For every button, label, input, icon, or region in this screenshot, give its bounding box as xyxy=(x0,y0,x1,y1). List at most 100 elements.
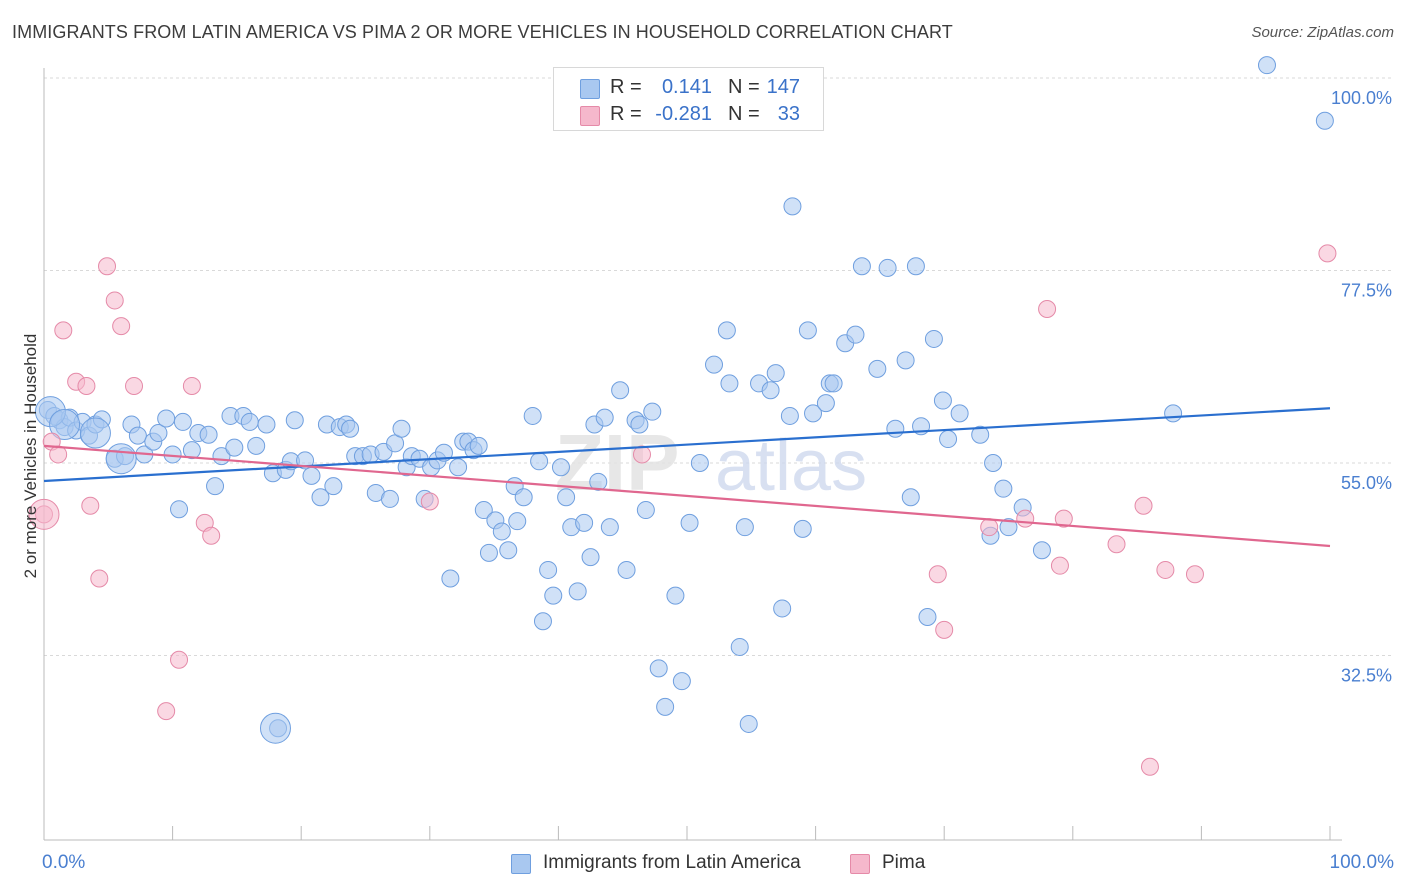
legend-n-value: 33 xyxy=(777,103,800,125)
data-point xyxy=(886,419,905,438)
data-point xyxy=(1257,56,1276,75)
data-point xyxy=(780,406,799,425)
data-point xyxy=(766,364,785,383)
legend-r-value: 0.141 xyxy=(661,76,712,98)
data-point xyxy=(533,612,552,631)
y-tick-label: 55.0% xyxy=(1341,473,1392,493)
data-point xyxy=(717,321,736,340)
series-immigrants-points xyxy=(34,56,1334,744)
trend-line xyxy=(43,407,1331,483)
data-point xyxy=(649,659,668,678)
data-point xyxy=(1185,565,1204,584)
data-point xyxy=(296,451,315,470)
x-axis-max-label: 100.0% xyxy=(1329,852,1394,873)
data-point xyxy=(98,257,117,276)
data-point xyxy=(680,513,699,532)
legend-swatch-immigrants xyxy=(580,79,600,99)
data-point xyxy=(798,321,817,340)
data-point xyxy=(568,582,587,601)
data-point xyxy=(311,488,330,507)
series-legend-label: Immigrants from Latin America xyxy=(543,852,801,873)
data-point xyxy=(846,325,865,344)
data-point xyxy=(324,477,343,496)
data-point xyxy=(804,404,823,423)
data-point-large xyxy=(105,443,137,475)
data-point xyxy=(225,438,244,457)
legend-row-pima: R = -0.281 N = 33 xyxy=(554,101,823,129)
data-point xyxy=(508,512,527,531)
watermark: ZIP atlas xyxy=(555,418,867,507)
data-point xyxy=(112,317,131,336)
axes xyxy=(43,68,1342,841)
legend-r-value: -0.281 xyxy=(655,103,712,125)
data-point xyxy=(170,500,189,519)
data-point xyxy=(933,391,952,410)
data-point xyxy=(81,496,100,515)
svg-text:ZIP: ZIP xyxy=(555,418,679,507)
data-point xyxy=(1038,300,1057,318)
data-point xyxy=(739,714,758,733)
data-point xyxy=(595,408,614,427)
data-point xyxy=(868,359,887,378)
data-point xyxy=(630,415,649,434)
data-point xyxy=(617,560,636,579)
data-point xyxy=(441,569,460,588)
data-point xyxy=(157,409,176,428)
data-point xyxy=(793,519,812,538)
data-point xyxy=(1164,404,1183,423)
series-legend-label: Pima xyxy=(882,852,926,873)
data-point-large xyxy=(79,417,111,449)
data-point xyxy=(928,565,947,584)
trend-lines xyxy=(43,407,1331,548)
y-tick-label: 32.5% xyxy=(1341,666,1392,686)
data-point xyxy=(530,452,549,471)
data-point xyxy=(971,425,990,444)
data-point xyxy=(539,560,558,579)
data-point xyxy=(170,650,189,669)
data-point xyxy=(285,411,304,430)
data-point xyxy=(247,436,266,455)
data-point xyxy=(105,291,124,310)
data-point xyxy=(575,513,594,532)
data-point xyxy=(761,381,780,400)
data-point xyxy=(924,329,943,348)
data-point xyxy=(600,518,619,537)
data-point xyxy=(474,501,493,520)
data-point xyxy=(643,402,662,421)
data-point xyxy=(816,394,835,413)
data-point xyxy=(896,351,915,370)
data-point xyxy=(632,445,651,464)
legend-row-immigrants: R = 0.141 N = 147 xyxy=(554,74,823,102)
data-point xyxy=(557,488,576,507)
data-point xyxy=(492,522,511,541)
data-point xyxy=(514,488,533,507)
data-point xyxy=(906,257,925,276)
data-point xyxy=(950,404,969,423)
data-point xyxy=(1050,556,1069,575)
data-point xyxy=(690,454,709,472)
data-point xyxy=(240,412,259,431)
data-point xyxy=(1315,111,1334,130)
data-point xyxy=(1140,757,1159,776)
trend-line xyxy=(43,444,1331,548)
data-point xyxy=(1016,509,1035,528)
data-point xyxy=(380,489,399,508)
data-point xyxy=(182,377,201,395)
data-point xyxy=(589,472,608,491)
data-point-large xyxy=(49,409,81,440)
data-point xyxy=(257,415,276,434)
series-legend-swatch-immigrants xyxy=(511,854,531,874)
data-point xyxy=(656,697,675,716)
legend-swatch-pima xyxy=(580,106,600,126)
data-point xyxy=(341,419,360,438)
data-point xyxy=(939,430,958,449)
y-tick-label: 77.5% xyxy=(1341,281,1392,301)
series-legend: Immigrants from Latin America Pima xyxy=(0,852,1406,878)
data-point xyxy=(581,548,600,567)
data-point xyxy=(984,454,1003,472)
series-legend-swatch-pima xyxy=(850,854,870,874)
data-point xyxy=(54,321,73,340)
data-point xyxy=(157,702,176,721)
data-point xyxy=(852,257,871,276)
source-credit: Source: ZipAtlas.com xyxy=(1251,24,1394,41)
